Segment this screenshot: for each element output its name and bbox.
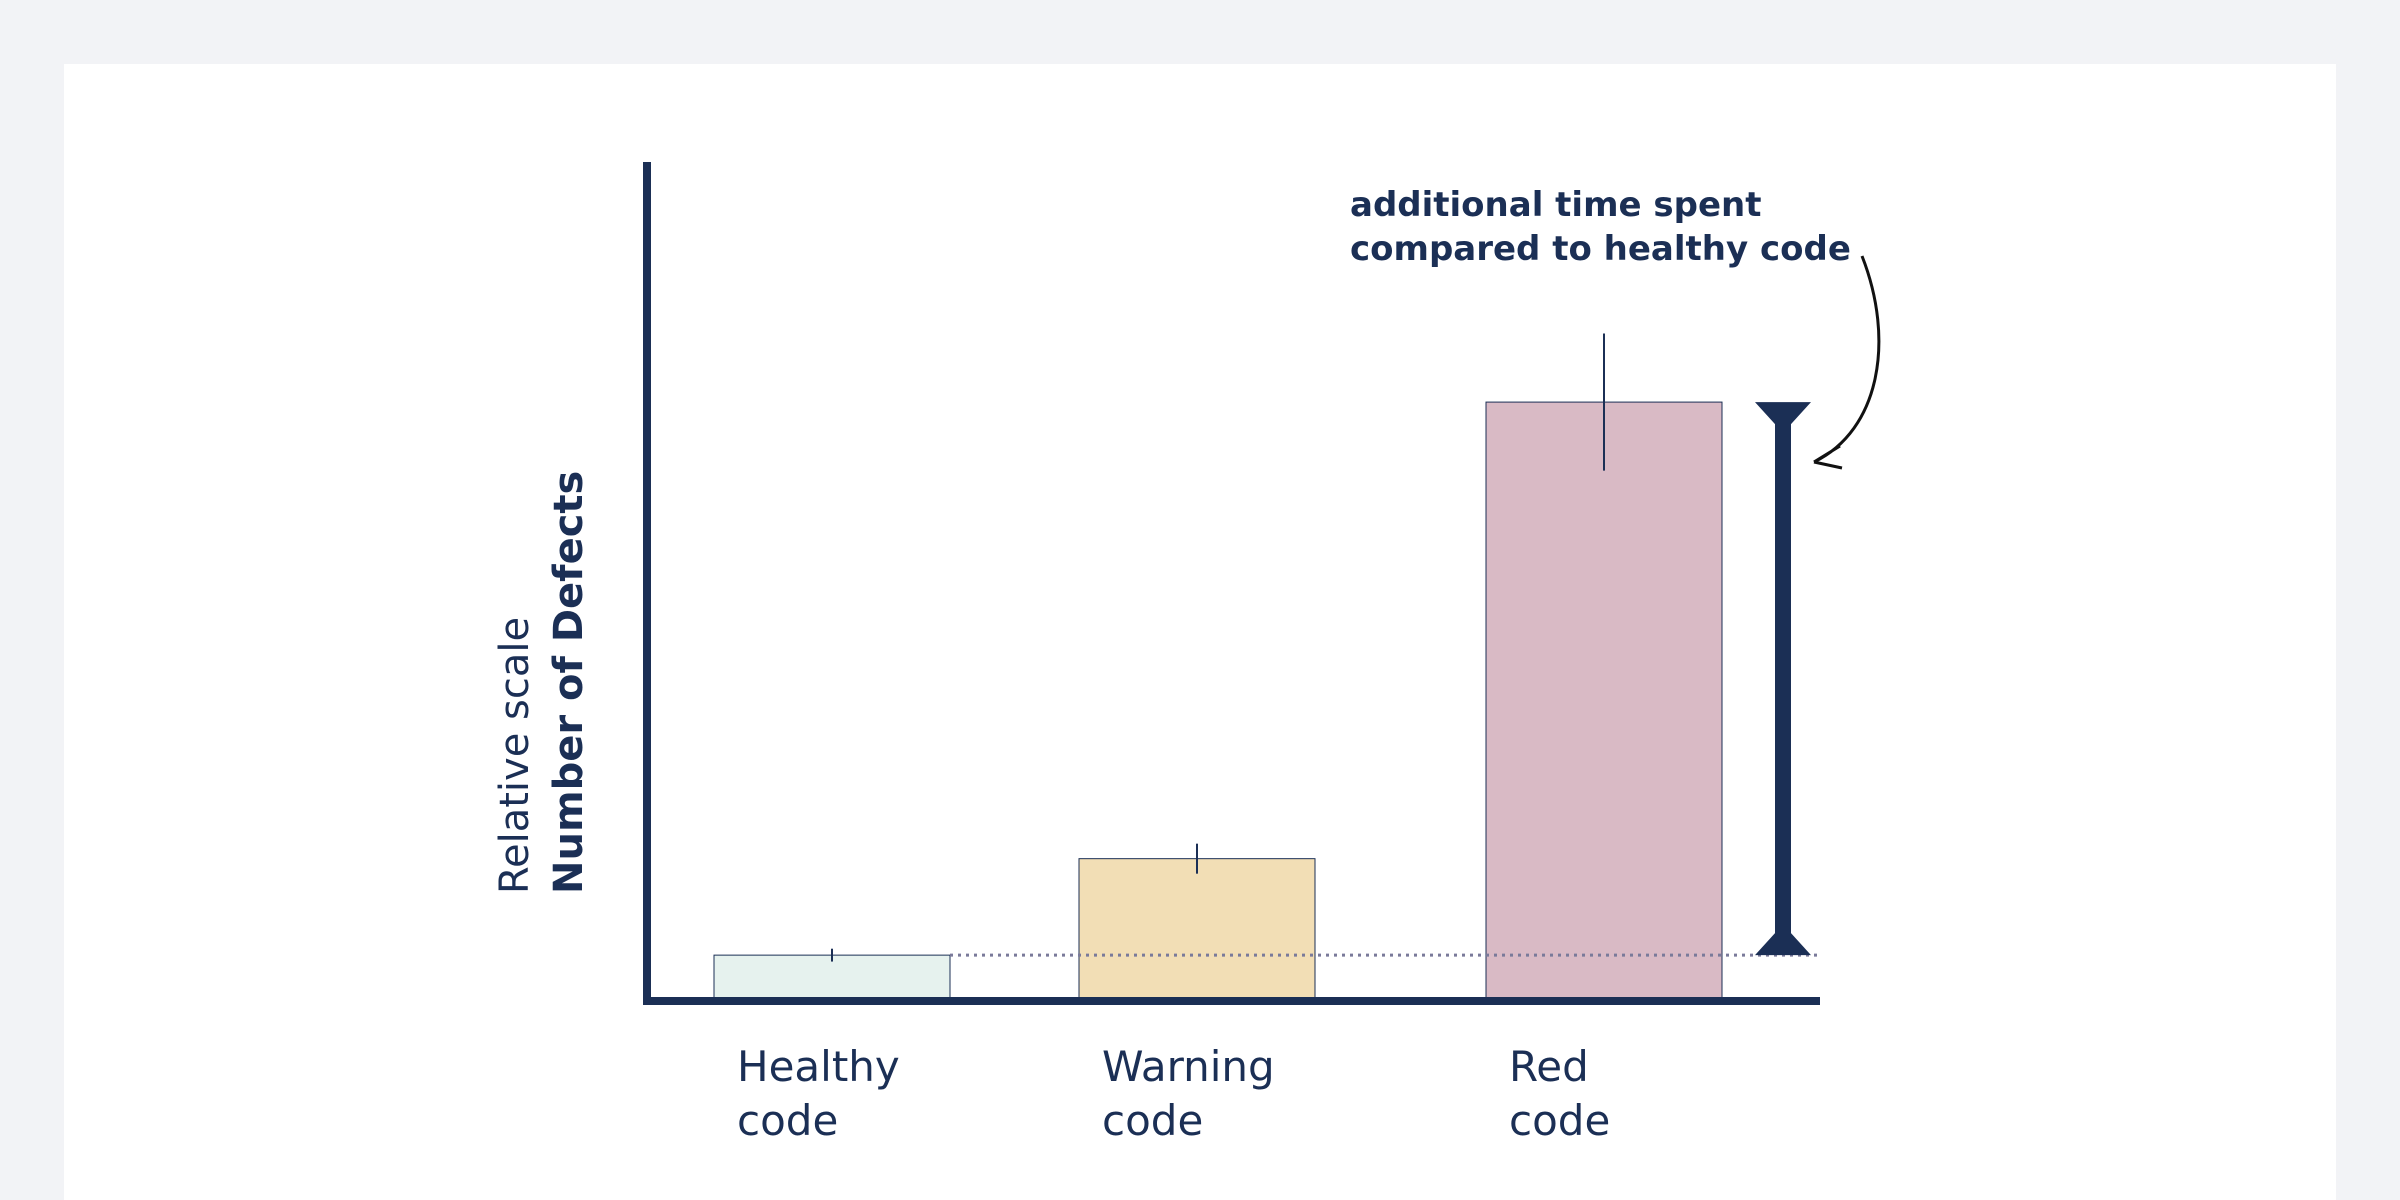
card xyxy=(64,64,2336,1200)
y-label: Relative scale xyxy=(492,617,538,894)
y-label-bold: Number of Defects xyxy=(546,471,592,894)
x-tick-label: Healthy code xyxy=(737,1042,900,1145)
annotation: compared to healthy code xyxy=(1350,229,1851,269)
difference-bracket xyxy=(1755,402,1811,956)
bar xyxy=(713,954,951,999)
bar xyxy=(1078,858,1316,999)
annotation-arrow xyxy=(1813,255,1881,470)
bar xyxy=(1485,401,1723,999)
x-tick-label: Warning code xyxy=(1102,1042,1275,1145)
x-tick-label: Red code xyxy=(1509,1042,1611,1145)
annotation: additional time spent xyxy=(1350,185,1762,225)
